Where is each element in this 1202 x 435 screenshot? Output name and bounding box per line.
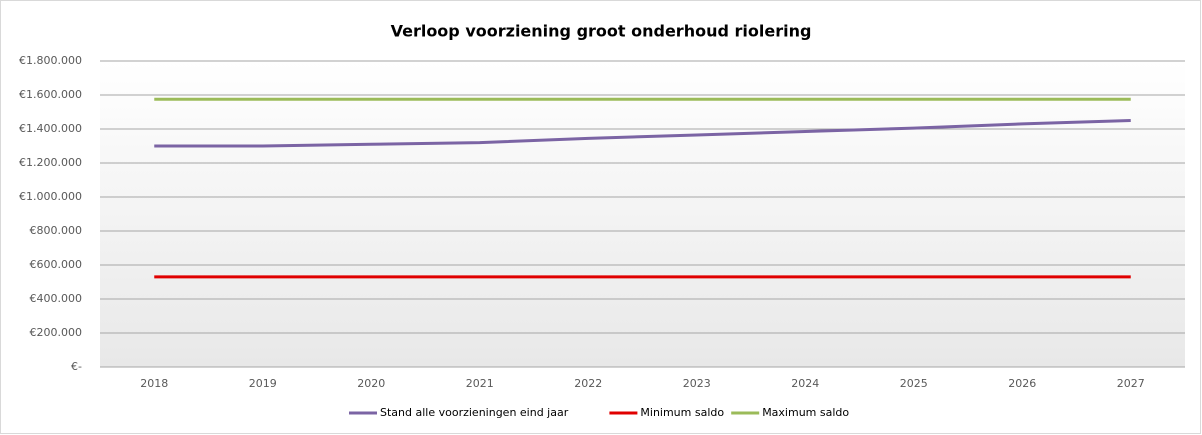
y-tick-label: €600.000 [30,258,83,271]
y-tick-label: €1.000.000 [19,190,82,203]
y-tick-label: €- [71,360,82,373]
x-tick-label: 2025 [900,377,928,390]
y-tick-label: €1.800.000 [19,54,82,67]
x-tick-label: 2027 [1117,377,1145,390]
legend-label: Minimum saldo [640,406,724,419]
x-tick-label: 2026 [1008,377,1036,390]
x-tick-label: 2022 [574,377,602,390]
chart-title: Verloop voorziening groot onderhoud riol… [391,22,812,41]
legend-label: Stand alle voorzieningen eind jaar [380,406,569,419]
plot-area [100,61,1185,367]
y-tick-label: €1.600.000 [19,88,82,101]
y-tick-label: €1.200.000 [19,156,82,169]
legend-label: Maximum saldo [762,406,849,419]
y-tick-label: €800.000 [30,224,83,237]
x-tick-label: 2020 [357,377,385,390]
x-tick-label: 2018 [140,377,168,390]
y-tick-label: €1.400.000 [19,122,82,135]
x-tick-label: 2023 [683,377,711,390]
x-tick-label: 2021 [466,377,494,390]
series-line [154,119,1131,148]
x-tick-label: 2019 [249,377,277,390]
y-tick-label: €200.000 [30,326,83,339]
y-tick-label: €400.000 [30,292,83,305]
x-tick-label: 2024 [791,377,819,390]
